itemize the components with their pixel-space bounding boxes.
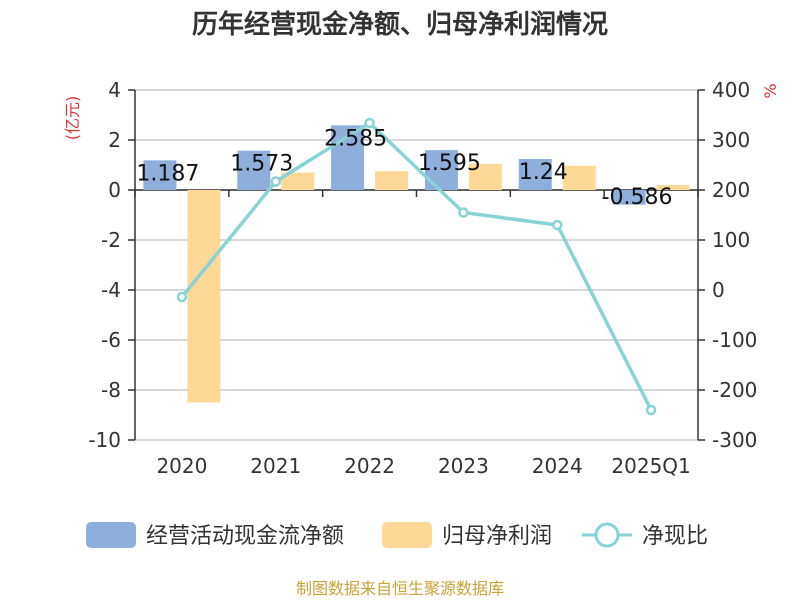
- x-tick-label: 2024: [532, 454, 583, 478]
- axes: [128, 89, 705, 441]
- bars: [143, 125, 690, 403]
- legend-ratio-swatch-marker[interactable]: [594, 522, 620, 548]
- x-tick-label: 2022: [344, 454, 395, 478]
- right-tick-label: -300: [712, 428, 757, 452]
- right-tick-label: 200: [712, 178, 750, 202]
- bar-net-profit[interactable]: [562, 165, 596, 190]
- data-label: 1.573: [230, 152, 293, 177]
- left-tick-label: 0: [108, 178, 121, 202]
- ratio-point[interactable]: [270, 176, 281, 187]
- left-tick-label: -2: [101, 228, 121, 252]
- ratio-line-path: [180, 120, 653, 411]
- data-label: 2.585: [324, 126, 387, 151]
- left-axis-label: (亿元): [63, 96, 82, 141]
- right-tick-label: -200: [712, 378, 757, 402]
- left-tick-label: -10: [88, 428, 121, 452]
- bar-net-profit[interactable]: [281, 172, 315, 191]
- right-tick-label: 100: [712, 228, 750, 252]
- legend-net-profit-label[interactable]: 归母净利润: [442, 524, 552, 549]
- legend[interactable]: 经营活动现金流净额 归母净利润 净现比: [86, 522, 708, 549]
- legend-net-profit-swatch[interactable]: [382, 522, 432, 548]
- bar-cashflow[interactable]: [237, 150, 271, 190]
- source-note: 制图数据来自恒生聚源数据库: [296, 579, 504, 598]
- data-label: 1.595: [418, 151, 481, 176]
- bar-cashflow[interactable]: [518, 159, 552, 190]
- legend-cashflow-swatch[interactable]: [86, 522, 136, 548]
- x-tick-label: 2020: [156, 454, 207, 478]
- right-tick-label: 0: [712, 278, 725, 302]
- x-tick-label: 2025Q1: [611, 454, 690, 478]
- data-label: 1.187: [136, 161, 199, 186]
- left-tick-label: -4: [101, 278, 121, 302]
- right-tick-label: 300: [712, 128, 750, 152]
- right-tick-label: -100: [712, 328, 757, 352]
- left-tick-label: -8: [101, 378, 121, 402]
- bar-net-profit[interactable]: [656, 185, 690, 190]
- ratio-point[interactable]: [645, 404, 657, 416]
- left-tick-label: -6: [101, 328, 121, 352]
- x-tick-label: 2023: [438, 454, 489, 478]
- ratio-point[interactable]: [458, 207, 469, 218]
- bar-net-profit[interactable]: [187, 190, 221, 403]
- ratio-line: [176, 117, 657, 416]
- bar-net-profit[interactable]: [375, 171, 409, 190]
- data-label: -0.586: [602, 185, 673, 210]
- ratio-point[interactable]: [176, 291, 188, 303]
- bar-cashflow[interactable]: [612, 190, 646, 205]
- left-tick-label: 4: [108, 78, 121, 102]
- right-tick-label: 400: [712, 78, 750, 102]
- bar-cashflow[interactable]: [143, 160, 177, 190]
- data-label: 1.24: [519, 160, 568, 185]
- legend-ratio-label[interactable]: 净现比: [642, 524, 708, 549]
- bar-net-profit[interactable]: [468, 163, 502, 190]
- tick-labels: 4 2 0 -2 -4 -6 -8 -10 400 300 200 100 0 -100 -200 -300 2…: [88, 78, 757, 478]
- right-axis-label: %: [761, 83, 780, 98]
- ratio-point[interactable]: [552, 219, 563, 231]
- ratio-point[interactable]: [364, 117, 375, 129]
- left-tick-label: 2: [108, 128, 121, 152]
- x-tick-label: 2021: [250, 454, 301, 478]
- chart-title: 历年经营现金净额、归母净利润情况: [192, 9, 608, 40]
- data-labels: 1.187 1.573 2.585 1.595 1.24 -0.586: [136, 126, 672, 210]
- legend-cashflow-label[interactable]: 经营活动现金流净额: [146, 524, 344, 549]
